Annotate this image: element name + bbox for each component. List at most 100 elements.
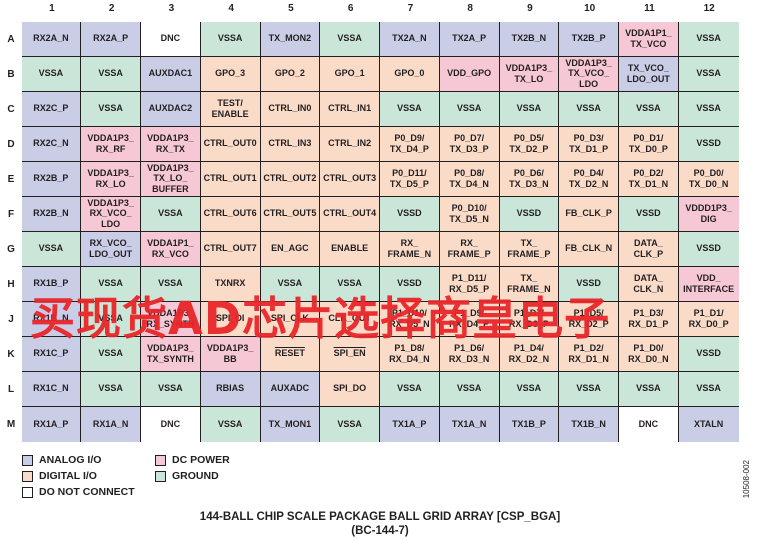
ball-cell: TX2B_P xyxy=(559,21,619,57)
pin-name: VSSA xyxy=(98,68,123,79)
column-number: 2 xyxy=(108,3,115,14)
ball-cell: RESET xyxy=(260,336,321,372)
ball-cell: RX1A_N xyxy=(81,406,141,442)
ball-cell: TX_MON2 xyxy=(260,21,321,57)
pin-name: VSSD xyxy=(696,138,721,149)
pin-name: RX1B_P xyxy=(33,278,69,289)
pin-name: RX2A_N xyxy=(33,33,69,44)
pin-name: VSSA xyxy=(636,103,661,114)
pin-name: VDD_ INTERFACE xyxy=(683,273,735,294)
ball-cell: VSSD xyxy=(380,266,440,302)
ball-cell: TX1B_N xyxy=(559,406,619,442)
row-label: C xyxy=(7,104,15,115)
ball-cell: TX_ FRAME_N xyxy=(499,266,560,302)
ball-cell: VSSA xyxy=(380,371,440,407)
pin-name: EN_AGC xyxy=(271,243,309,254)
column-number: 3 xyxy=(168,3,175,14)
pin-name: DNC xyxy=(160,33,181,44)
pin-name: P0_D1/ TX_D0_P xyxy=(628,133,668,154)
pin-name: TX1B_P xyxy=(511,418,546,429)
legend-label: DO NOT CONNECT xyxy=(39,486,135,498)
pin-name: VSSA xyxy=(217,33,243,44)
ball-cell: FB_CLK_P xyxy=(559,196,619,232)
package-code: (BC-144-7) xyxy=(351,525,409,537)
ball-cell: P0_D11/ TX_D5_P xyxy=(380,161,440,197)
pin-name: VDDA1P3_ BB xyxy=(206,343,254,364)
legend-item: ANALOG I/O xyxy=(22,454,101,466)
ball-cell: CTRL_IN2 xyxy=(320,126,380,162)
ball-cell: VDD_ INTERFACE xyxy=(678,266,739,302)
ball-cell: TX2A_P xyxy=(439,21,500,57)
pin-name: GPO_0 xyxy=(394,68,425,79)
figure-id: 10508-002 xyxy=(742,460,751,499)
ball-cell: VDDA1P3_ TX_LO xyxy=(499,56,560,92)
legend-label: GROUND xyxy=(172,470,219,482)
watermark-text: 买现货AD芯片选择商皇电子 xyxy=(30,292,611,345)
ball-cell: P0_D0/ TX_D0_N xyxy=(678,161,739,197)
column-number: 8 xyxy=(467,3,473,14)
pin-name: FB_CLK_N xyxy=(565,243,613,254)
pin-name: P0_D6/ TX_D3_N xyxy=(509,168,549,189)
pin-name: DATA_ CLK_N xyxy=(633,273,664,294)
ball-cell: EN_AGC xyxy=(260,231,321,267)
pin-name: RX2A_P xyxy=(93,33,129,44)
ball-cell: P0_D10/ TX_D5_N xyxy=(439,196,500,232)
ball-cell: VSSD xyxy=(678,231,739,267)
pin-name: VSSA xyxy=(516,103,542,114)
pin-name: GPO_2 xyxy=(274,68,305,79)
pin-name: RX_ FRAME_P xyxy=(447,238,491,259)
legend-swatch xyxy=(155,454,166,466)
pin-name: VSSD xyxy=(516,208,542,219)
row-label: M xyxy=(6,419,16,430)
row-label: L xyxy=(7,384,15,395)
ball-cell: CTRL_OUT0 xyxy=(200,126,261,162)
pin-name: CTRL_OUT0 xyxy=(203,138,257,149)
ball-cell: CTRL_OUT6 xyxy=(200,196,261,232)
pin-name: TXNRX xyxy=(214,278,246,289)
pin-name: CTRL_IN1 xyxy=(328,103,372,114)
pin-name: RX2B_P xyxy=(33,173,69,184)
ball-cell: SPI_DI xyxy=(200,301,261,337)
pin-name: P1_D1/ RX_D0_P xyxy=(688,308,729,329)
pin-name: P0_D0/ TX_D0_N xyxy=(688,168,729,189)
pin-name: VSSA xyxy=(456,103,482,114)
pin-name: VDDA1P3_ TX_VCO_ LDO xyxy=(565,57,612,89)
pin-name: P0_D5/ TX_D2_P xyxy=(509,133,549,154)
ball-cell: VSSA xyxy=(200,21,261,57)
pin-name: CTRL_OUT5 xyxy=(263,208,317,219)
pin-name: P0_D8/ TX_D4_N xyxy=(449,168,489,189)
pin-name: CTRL_IN0 xyxy=(268,103,312,114)
ball-cell: RX_ FRAME_N xyxy=(380,231,440,267)
ball-cell: VSSA xyxy=(200,406,261,442)
ball-cell: TEST/ ENABLE xyxy=(200,91,261,127)
ball-cell: VSSA xyxy=(320,266,380,302)
ball-cell: VSSD xyxy=(559,266,619,302)
row-label: H xyxy=(7,279,15,290)
ball-cell: VSSA xyxy=(678,56,739,92)
pin-name: RESET xyxy=(274,348,305,359)
pin-name: P1_D11/ RX_D5_P xyxy=(449,273,490,294)
pin-name: VSSD xyxy=(696,348,721,359)
ball-cell: AUXDAC2 xyxy=(141,91,201,127)
pin-name: FB_CLK_P xyxy=(565,208,612,219)
pin-name: VSSD xyxy=(397,208,422,219)
ball-cell: RX1C_P xyxy=(21,336,82,372)
row-label: F xyxy=(7,209,15,220)
ball-cell: VSSA xyxy=(260,266,321,302)
pin-name: VSSA xyxy=(516,383,542,394)
pin-name: VDDA1P1_ TX_VCO xyxy=(625,28,672,49)
column-number: 7 xyxy=(407,3,414,14)
pin-name: ENABLE xyxy=(331,243,369,254)
pin-name: VDDA1P3_ RX_RF xyxy=(87,133,134,154)
ball-cell: CTRL_OUT7 xyxy=(200,231,261,267)
pin-name: VSSA xyxy=(98,313,123,324)
pin-name: VSSA xyxy=(696,383,721,394)
ball-cell: VDDA1P3_ TX_SYNTH xyxy=(141,336,201,372)
legend-swatch xyxy=(22,470,33,482)
pin-name: VDDD1P3_ DIG xyxy=(685,203,732,224)
pin-name: P1_D9/ RX_D4_P xyxy=(449,308,490,329)
ball-cell: TX_ FRAME_P xyxy=(499,231,560,267)
pin-name: CTRL_OUT4 xyxy=(323,208,377,219)
pin-name: VSSA xyxy=(158,278,183,289)
pin-name: TX1A_P xyxy=(392,418,427,429)
